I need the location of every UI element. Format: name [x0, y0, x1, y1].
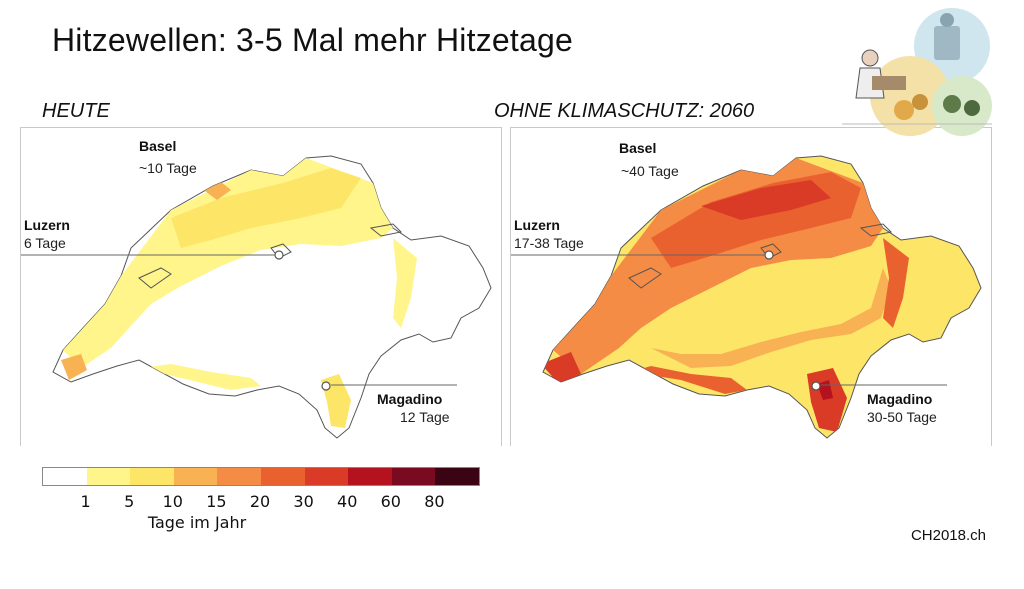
page-title: Hitzewellen: 3-5 Mal mehr Hitzetage: [52, 22, 573, 58]
legend-swatch-1: [86, 468, 131, 485]
luzern-marker-2060: [764, 250, 774, 260]
basel-label: Basel: [139, 138, 177, 154]
legend-swatch-7: [348, 468, 392, 485]
magadino-label-2060: Magadino: [867, 391, 933, 407]
legend-swatch-4: [217, 468, 261, 485]
legend-swatch-2: [130, 468, 174, 485]
legend-tick-15: 15: [206, 492, 227, 511]
legend-swatch-6: [304, 468, 349, 485]
magadino-marker: [321, 381, 331, 391]
magadino-value: 12 Tage: [400, 409, 450, 425]
legend-swatch-9: [435, 468, 479, 485]
switzerland-map-2060: [511, 155, 982, 439]
map-panel-2060: Basel ~40 Tage Luzern 17-38 Tage Magadin…: [510, 127, 992, 446]
legend-swatch-5: [260, 468, 305, 485]
legend-tick-1: 1: [80, 492, 91, 511]
legend-tick-5: 5: [124, 492, 135, 511]
legend-unit-label: Tage im Jahr: [147, 513, 247, 532]
legend-tick-40: 40: [337, 492, 358, 511]
luzern-value: 6 Tage: [24, 235, 66, 251]
legend-tick-30: 30: [293, 492, 314, 511]
legend-swatch-0: [43, 468, 87, 485]
basel-label-2060: Basel: [619, 140, 657, 156]
luzern-marker: [274, 250, 284, 260]
basel-value: ~10 Tage: [139, 160, 197, 176]
legend-tick-10: 10: [162, 492, 183, 511]
color-legend: 1 5 10 15 20 30 40 60 80 Tage im Jahr: [42, 467, 482, 532]
switzerland-map-today: [21, 155, 492, 439]
legend-tick-80: 80: [424, 492, 445, 511]
panel-heading-2060: OHNE KLIMASCHUTZ: 2060: [494, 100, 755, 122]
legend-tick-20: 20: [249, 492, 271, 511]
luzern-label-2060: Luzern: [514, 217, 560, 233]
legend-swatch-3: [173, 468, 218, 485]
magadino-value-2060: 30-50 Tage: [867, 409, 937, 425]
luzern-label: Luzern: [24, 217, 70, 233]
source-credit: CH2018.ch: [910, 527, 986, 544]
legend-tick-labels: 1 5 10 15 20 30 40 60 80: [42, 486, 482, 511]
people-weather-collage-icon: [842, 8, 992, 136]
luzern-value-2060: 17-38 Tage: [514, 235, 584, 251]
map-panel-today: Basel ~10 Tage Luzern 6 Tage Magadino 12…: [20, 127, 502, 446]
basel-value-2060: ~40 Tage: [621, 163, 679, 179]
magadino-label: Magadino: [377, 391, 443, 407]
magadino-marker-2060: [811, 381, 821, 391]
panel-heading-today: HEUTE: [42, 100, 110, 122]
legend-swatch-8: [391, 468, 436, 485]
heat-shading-2060: [543, 158, 909, 432]
legend-color-bar: [42, 467, 480, 486]
heat-shading-today: [61, 158, 417, 428]
legend-tick-60: 60: [380, 492, 401, 511]
